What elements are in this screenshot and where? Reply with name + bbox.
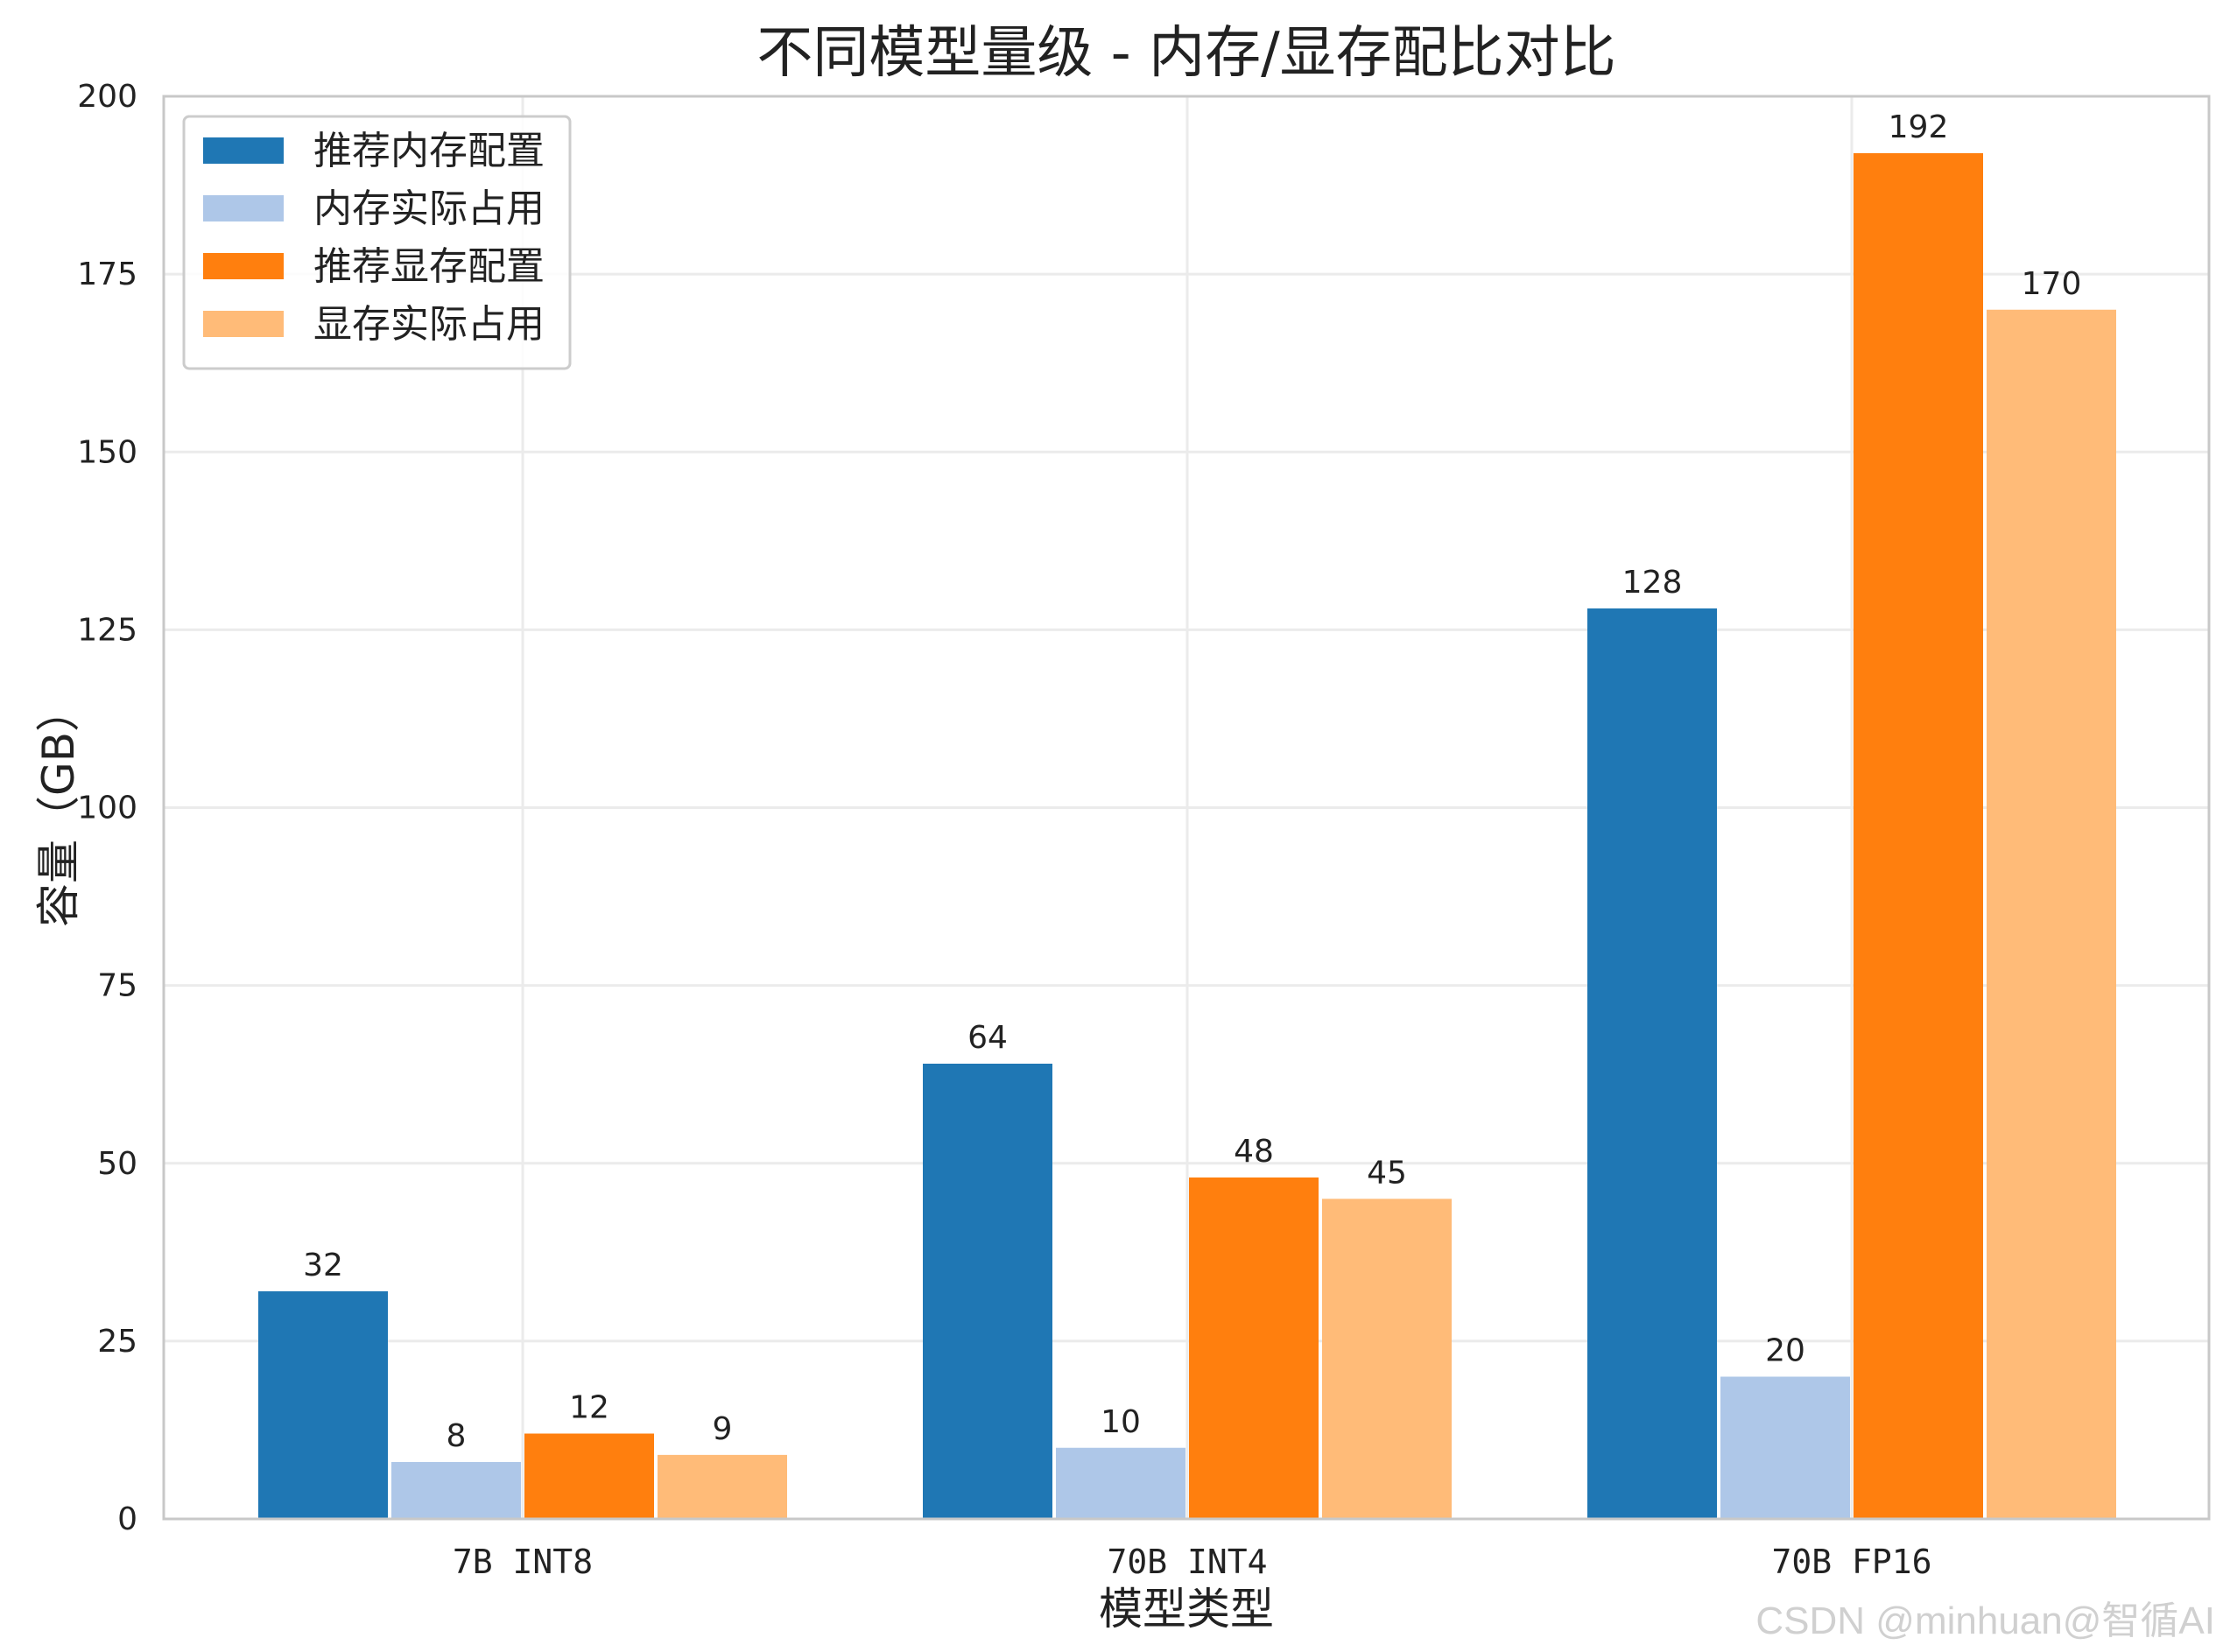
legend-label: 推荐内存配置 — [313, 129, 545, 173]
plot-frame — [162, 95, 2211, 1521]
bar-value-label: 170 — [2022, 266, 2082, 302]
bar — [1587, 608, 1717, 1519]
bar — [258, 1291, 388, 1519]
bar-value-label: 48 — [1234, 1134, 1274, 1170]
bar — [1720, 1376, 1850, 1519]
y-tick-label: 75 — [97, 968, 137, 1004]
bar — [1056, 1447, 1185, 1519]
bar — [1854, 153, 1983, 1519]
bar-value-label: 20 — [1765, 1333, 1805, 1369]
x-tick-label: 70B FP16 — [1771, 1543, 1931, 1581]
y-tick-label: 50 — [97, 1146, 137, 1182]
bar-value-label: 12 — [569, 1390, 609, 1426]
bar — [1322, 1199, 1452, 1519]
bar — [391, 1462, 521, 1519]
bar — [524, 1433, 654, 1519]
legend-label: 推荐显存配置 — [313, 244, 545, 289]
bar — [1189, 1177, 1319, 1519]
legend-label: 内存实际占用 — [313, 186, 545, 231]
x-tick-label: 70B INT4 — [1107, 1543, 1267, 1581]
bar — [658, 1454, 787, 1519]
x-tick-label: 7B INT8 — [453, 1543, 593, 1581]
bar-value-label: 128 — [1622, 565, 1683, 601]
bar-value-label: 9 — [713, 1411, 733, 1447]
bar-value-label: 64 — [967, 1020, 1008, 1056]
y-tick-label: 0 — [117, 1501, 137, 1537]
legend-swatch — [203, 253, 284, 279]
y-tick-label: 200 — [77, 79, 137, 115]
chart-title: 不同模型量级 - 内存/显存配比对比 — [756, 21, 1615, 86]
bar — [923, 1064, 1052, 1519]
bar-value-label: 8 — [447, 1418, 467, 1454]
bars — [258, 153, 2116, 1519]
bar-value-label: 45 — [1367, 1155, 1407, 1191]
y-tick-label: 100 — [77, 791, 137, 826]
bar-value-label: 32 — [303, 1248, 343, 1283]
y-tick-label: 150 — [77, 434, 137, 470]
legend-swatch — [203, 195, 284, 221]
legend-label: 显存实际占用 — [313, 302, 545, 347]
x-axis-title: 模型类型 — [1099, 1584, 1274, 1634]
bar-value-label: 10 — [1101, 1404, 1141, 1440]
y-tick-label: 25 — [97, 1324, 137, 1360]
watermark: CSDN @minhuan@智循AI — [1755, 1599, 2215, 1642]
data-labels: 32 64 128 8 10 20 12 48 192 9 45 170 — [303, 109, 2081, 1454]
x-axis-ticks: 7B INT8 70B INT4 70B FP16 — [453, 1543, 1932, 1581]
bar-value-label: 192 — [1889, 109, 1949, 145]
y-axis-title: 容量（GB） — [33, 688, 84, 927]
legend-swatch — [203, 137, 284, 164]
bar — [1987, 309, 2116, 1519]
legend-box — [182, 115, 572, 370]
legend-swatch — [203, 311, 284, 337]
y-tick-label: 125 — [77, 612, 137, 648]
y-axis-ticks: 0 25 50 75 100 125 150 175 200 — [77, 79, 137, 1537]
y-tick-label: 175 — [77, 257, 137, 292]
